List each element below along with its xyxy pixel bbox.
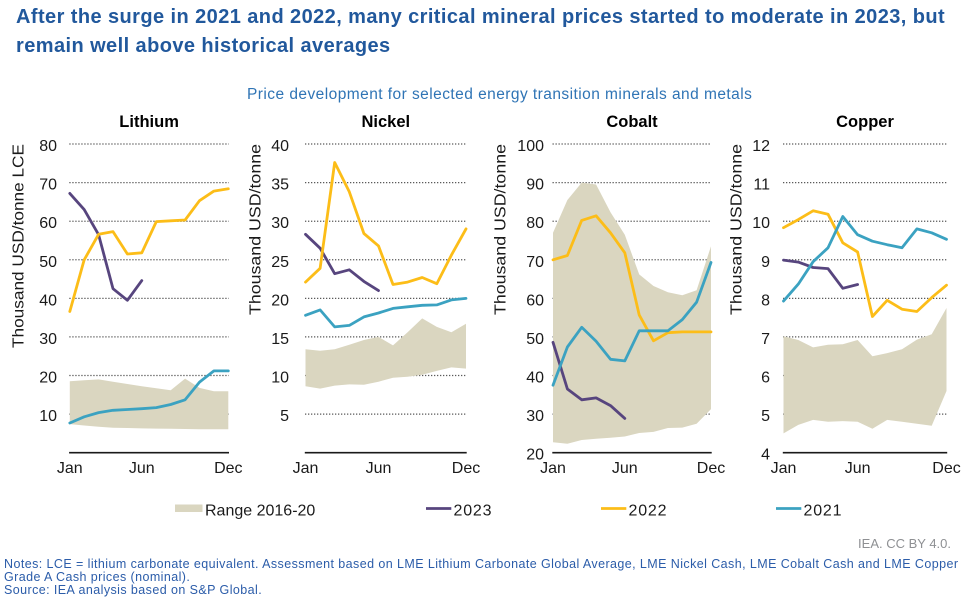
svg-text:40: 40 (271, 138, 289, 155)
svg-text:Thousand USD/tonne: Thousand USD/tonne (729, 144, 746, 315)
svg-text:20: 20 (526, 447, 544, 464)
svg-text:30: 30 (526, 408, 544, 425)
svg-text:80: 80 (526, 215, 544, 232)
svg-text:Dec: Dec (452, 460, 480, 477)
svg-text:Lithium: Lithium (119, 113, 179, 131)
svg-text:4: 4 (761, 447, 770, 464)
svg-text:70: 70 (39, 177, 57, 194)
svg-text:100: 100 (517, 138, 544, 155)
svg-text:Range 2016-20: Range 2016-20 (205, 503, 315, 520)
svg-text:Jan: Jan (540, 460, 566, 477)
svg-text:2022: 2022 (629, 503, 668, 520)
svg-text:Thousand USD/tonne: Thousand USD/tonne (493, 144, 510, 315)
svg-text:11: 11 (753, 177, 770, 194)
svg-text:10: 10 (39, 408, 57, 425)
svg-text:5: 5 (761, 408, 770, 425)
svg-text:60: 60 (526, 292, 544, 309)
svg-text:10: 10 (271, 370, 289, 387)
svg-text:7: 7 (761, 331, 770, 348)
svg-text:12: 12 (752, 138, 770, 155)
svg-text:25: 25 (271, 254, 289, 271)
svg-text:Nickel: Nickel (361, 113, 410, 131)
svg-text:Dec: Dec (697, 460, 725, 477)
svg-text:50: 50 (526, 331, 544, 348)
svg-text:80: 80 (39, 138, 57, 155)
svg-text:70: 70 (526, 254, 544, 271)
svg-text:2021: 2021 (804, 503, 843, 520)
svg-text:90: 90 (526, 177, 544, 194)
svg-text:15: 15 (271, 331, 289, 348)
svg-text:30: 30 (39, 331, 57, 348)
svg-text:50: 50 (39, 254, 57, 271)
svg-text:40: 40 (39, 292, 57, 309)
svg-text:6: 6 (761, 370, 770, 387)
svg-text:40: 40 (526, 370, 544, 387)
svg-text:IEA. CC BY 4.0.: IEA. CC BY 4.0. (858, 536, 951, 551)
svg-text:Jun: Jun (612, 460, 638, 477)
svg-text:20: 20 (271, 292, 289, 309)
svg-text:Jun: Jun (366, 460, 392, 477)
svg-text:10: 10 (752, 215, 770, 232)
svg-text:9: 9 (761, 254, 770, 271)
svg-text:Jun: Jun (845, 460, 871, 477)
svg-text:Jan: Jan (771, 460, 797, 477)
svg-text:Dec: Dec (214, 460, 242, 477)
svg-text:Copper: Copper (836, 113, 894, 131)
svg-text:Cobalt: Cobalt (606, 113, 658, 131)
svg-text:Jun: Jun (129, 460, 155, 477)
svg-text:Thousand USD/tonne: Thousand USD/tonne (248, 144, 265, 315)
svg-text:5: 5 (280, 408, 289, 425)
svg-text:30: 30 (271, 215, 289, 232)
svg-text:60: 60 (39, 215, 57, 232)
svg-text:Dec: Dec (932, 460, 960, 477)
svg-text:Jan: Jan (293, 460, 319, 477)
svg-text:8: 8 (761, 292, 770, 309)
svg-text:Jan: Jan (57, 460, 83, 477)
svg-text:2023: 2023 (454, 503, 493, 520)
svg-text:Thousand USD/tonne LCE: Thousand USD/tonne LCE (11, 144, 28, 348)
svg-text:35: 35 (271, 177, 289, 194)
svg-text:20: 20 (39, 370, 57, 387)
